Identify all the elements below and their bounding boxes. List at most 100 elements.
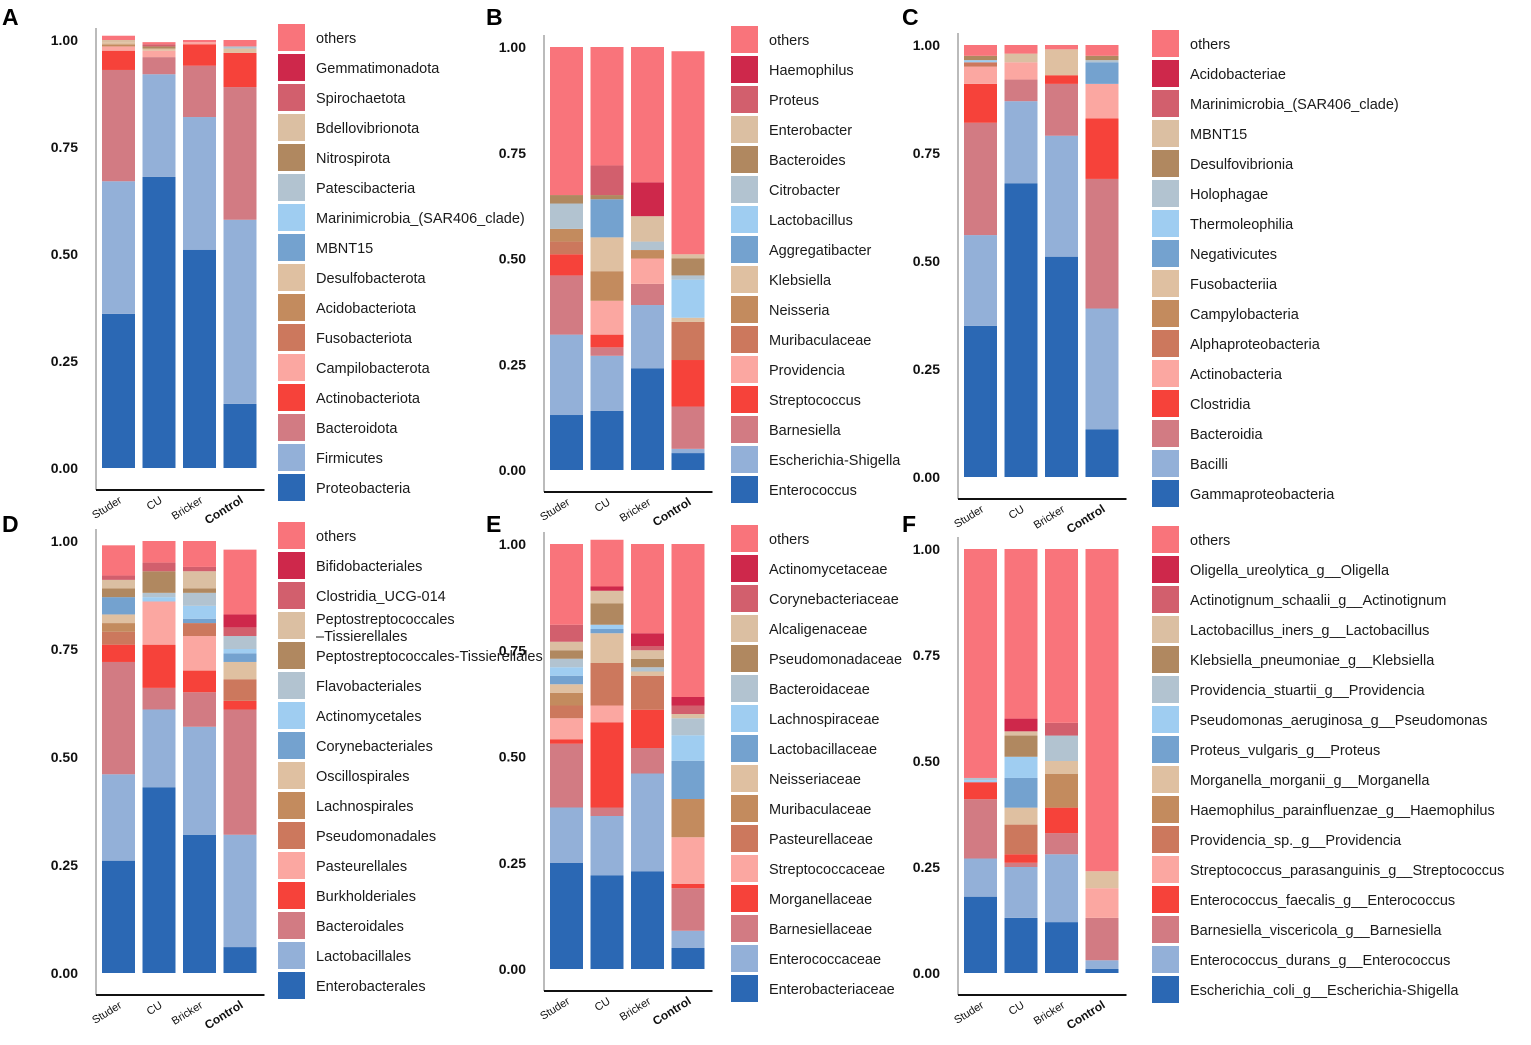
legend-item-neisseria[interactable]: Neisseria bbox=[731, 296, 830, 323]
bar-segment-holophagae[interactable]: Holophagae (Control): 0.005 bbox=[1085, 60, 1119, 63]
bar-segment-enterococcus-faecalis-g-enterococcus[interactable]: Enterococcus_faecalis_g__Enterococcus (S… bbox=[964, 782, 997, 800]
bar-segment-firmicutes[interactable]: Firmicutes (CU): 0.24 bbox=[142, 74, 176, 177]
legend-item-lactobacillus[interactable]: Lactobacillus bbox=[731, 206, 853, 233]
legend-item-bdellovibrionota[interactable]: Bdellovibrionota bbox=[278, 114, 420, 141]
legend-item-lachnospirales[interactable]: Lachnospirales bbox=[278, 792, 414, 819]
bar-segment-bacteroides[interactable]: Bacteroides (Studer): 0.02 bbox=[550, 195, 583, 204]
legend-item-morganella-morganii-g-morganella[interactable]: Morganella_morganii_g__Morganella bbox=[1152, 766, 1430, 793]
legend-item-barnesiellaceae[interactable]: Barnesiellaceae bbox=[731, 915, 872, 942]
bar-stack-control[interactable]: Enterobacteriaceae (Control): 0.05Entero… bbox=[671, 544, 705, 969]
bar-segment-actinomycetales[interactable]: Actinomycetales (Control): 0.01 bbox=[223, 649, 257, 654]
bar-segment-proteus-vulgaris-g-proteus[interactable]: Proteus_vulgaris_g__Proteus (CU): 0.07 bbox=[1004, 777, 1038, 808]
legend-item-streptococcaceae[interactable]: Streptococcaceae bbox=[731, 855, 885, 882]
bar-segment-proteus[interactable]: Proteus (CU): 0.07 bbox=[590, 165, 624, 196]
bar-stack-control[interactable]: Enterobacterales (Control): 0.06Lactobac… bbox=[223, 549, 257, 973]
bar-segment-escherichia-shigella[interactable]: Escherichia-Shigella (Bricker): 0.15 bbox=[631, 305, 664, 369]
bar-segment-aggregatibacter[interactable]: Aggregatibacter (CU): 0.09 bbox=[590, 199, 624, 238]
legend-item-gammaproteobacteria[interactable]: Gammaproteobacteria bbox=[1152, 480, 1335, 507]
bar-segment-burkholderiales[interactable]: Burkholderiales (Studer): 0.04 bbox=[102, 644, 135, 662]
bar-stack-bricker[interactable]: Escherichia_coli_g__Escherichia-Shigella… bbox=[1045, 549, 1078, 973]
bar-segment-bacteroidota[interactable]: Bacteroidota (Studer): 0.26 bbox=[102, 69, 135, 182]
bar-segment-enterobacterales[interactable]: Enterobacterales (Control): 0.06 bbox=[223, 947, 257, 973]
bar-segment-peptostreptococcales-tissierellales[interactable]: Peptostreptococcales-Tissierellales (CU)… bbox=[142, 571, 176, 593]
bar-stack-control[interactable]: Gammaproteobacteria (Control): 0.11Bacil… bbox=[1085, 45, 1119, 477]
legend-item-enterobacterales[interactable]: Enterobacterales bbox=[278, 972, 426, 999]
bar-segment-others[interactable]: others (CU): 0.02 bbox=[1004, 45, 1038, 54]
bar-segment-pseudomonas-aeruginosa-g-pseudomonas[interactable]: Pseudomonas_aeruginosa_g__Pseudomonas (S… bbox=[964, 780, 997, 783]
legend-item-muribaculaceae[interactable]: Muribaculaceae bbox=[731, 326, 871, 353]
bar-stack-bricker[interactable]: Enterobacteriaceae (Bricker): 0.23Entero… bbox=[631, 544, 664, 969]
legend-item-providencia-stuartii-g-providencia[interactable]: Providencia_stuartii_g__Providencia bbox=[1152, 676, 1425, 703]
bar-segment-citrobacter[interactable]: Citrobacter (Control): 0.01 bbox=[671, 275, 705, 280]
bar-segment-pseudomonadaceae[interactable]: Pseudomonadaceae (Studer): 0.02 bbox=[550, 650, 583, 659]
legend-item-escherichia-coli-g-escherichia-shigella[interactable]: Escherichia_coli_g__Escherichia-Shigella bbox=[1152, 976, 1459, 1003]
bar-segment-others[interactable]: others (CU): 0.4 bbox=[1004, 549, 1038, 719]
legend-item-lactobacillales[interactable]: Lactobacillales bbox=[278, 942, 411, 969]
bar-segment-bifidobacteriales[interactable]: Bifidobacteriales (Control): 0.03 bbox=[223, 614, 257, 628]
bar-segment-campilobacterota[interactable]: Campilobacterota (Bricker): 0.005 bbox=[183, 42, 216, 45]
bar-segment-others[interactable]: others (CU): 0.05 bbox=[142, 541, 176, 563]
bar-segment-bacilli[interactable]: Bacilli (Control): 0.28 bbox=[1085, 308, 1119, 430]
bar-stack-bricker[interactable]: Enterobacterales (Bricker): 0.32Lactobac… bbox=[183, 541, 216, 973]
legend-item-enterobacter[interactable]: Enterobacter bbox=[731, 116, 852, 143]
bar-segment-bacteroidales[interactable]: Bacteroidales (Control): 0.29 bbox=[223, 709, 257, 835]
bar-segment-burkholderiales[interactable]: Burkholderiales (CU): 0.1 bbox=[142, 644, 176, 688]
bar-segment-streptococcus-parasanguinis-g-streptococcus[interactable]: Streptococcus_parasanguinis_g__Streptoco… bbox=[1085, 888, 1119, 918]
bar-segment-lactobacillaceae[interactable]: Lactobacillaceae (CU): 0.01 bbox=[590, 629, 624, 634]
bar-segment-pasteurellaceae[interactable]: Pasteurellaceae (CU): 0.1 bbox=[590, 663, 624, 706]
legend-item-clostridia-ucg-014[interactable]: Clostridia_UCG-014 bbox=[278, 582, 446, 609]
legend-item-xanthomonadales[interactable]: Peptostreptococcales –Tissierellales bbox=[278, 612, 455, 645]
bar-segment-bacteroidia[interactable]: Bacteroidia (CU): 0.05 bbox=[1004, 79, 1038, 102]
bar-segment-clostridia-ucg-014[interactable]: Clostridia_UCG-014 (Control): 0.02 bbox=[223, 627, 257, 637]
bar-segment-escherichia-coli-g-escherichia-shigella[interactable]: Escherichia_coli_g__Escherichia-Shigella… bbox=[1045, 922, 1078, 973]
bar-segment-others[interactable]: others (Studer): 0.01 bbox=[102, 35, 135, 40]
bar-segment-others[interactable]: others (Control): 0.76 bbox=[1085, 549, 1119, 872]
bar-segment-lachnospiraceae[interactable]: Lachnospiraceae (Studer): 0.02 bbox=[550, 667, 583, 676]
bar-segment-enterobacteriaceae[interactable]: Enterobacteriaceae (CU): 0.22 bbox=[590, 875, 624, 970]
bar-stack-studer[interactable]: Proteobacteria (Studer): 0.36Firmicutes … bbox=[102, 35, 135, 468]
bar-segment-klebsiella-pneumoniae-g-klebsiella[interactable]: Klebsiella_pneumoniae_g__Klebsiella (CU)… bbox=[1004, 735, 1038, 757]
legend-item-proteus[interactable]: Proteus bbox=[731, 86, 819, 113]
legend-item-others[interactable]: others bbox=[1152, 30, 1230, 57]
legend-item-fusobacteriia[interactable]: Fusobacteriia bbox=[1152, 270, 1278, 297]
bar-segment-actinobacteriota[interactable]: Actinobacteriota (Bricker): 0.05 bbox=[183, 44, 216, 66]
bar-segment-neisseriaceae[interactable]: Neisseriaceae (Studer): 0.02 bbox=[550, 684, 583, 693]
legend-item-providencia-sp-g-providencia[interactable]: Providencia_sp._g__Providencia bbox=[1152, 826, 1402, 853]
bar-segment-alcaligenaceae[interactable]: Alcaligenaceae (CU): 0.03 bbox=[590, 590, 624, 604]
bar-segment-desulfobacterota[interactable]: Desulfobacterota (CU): 0.005 bbox=[142, 48, 176, 51]
bar-segment-gammaproteobacteria[interactable]: Gammaproteobacteria (Bricker): 0.51 bbox=[1045, 256, 1078, 477]
bar-segment-enterobacter[interactable]: Enterobacter (Bricker): 0.06 bbox=[631, 216, 664, 242]
bar-segment-bacteroides[interactable]: Bacteroides (Control): 0.04 bbox=[671, 258, 705, 276]
bar-segment-escherichia-coli-g-escherichia-shigella[interactable]: Escherichia_coli_g__Escherichia-Shigella… bbox=[964, 896, 997, 973]
legend-item-holophagae[interactable]: Holophagae bbox=[1152, 180, 1268, 207]
bar-segment-others[interactable]: others (Control): 0.015 bbox=[223, 40, 257, 47]
bar-stack-bricker[interactable]: Enterococcus (Bricker): 0.24Escherichia-… bbox=[631, 47, 664, 470]
bar-segment-pseudomonadales[interactable]: Pseudomonadales (Studer): 0.03 bbox=[102, 631, 135, 645]
bar-segment-enterococcus[interactable]: Enterococcus (Bricker): 0.24 bbox=[631, 368, 664, 470]
bar-segment-muribaculaceae[interactable]: Muribaculaceae (Studer): 0.03 bbox=[550, 692, 583, 706]
legend-item-bacteroides[interactable]: Bacteroides bbox=[731, 146, 846, 173]
bar-segment-proteobacteria[interactable]: Proteobacteria (CU): 0.68 bbox=[142, 176, 176, 468]
bar-segment-clostridia-ucg-014[interactable]: Clostridia_UCG-014 (CU): 0.02 bbox=[142, 562, 176, 572]
bar-segment-enterococcus-faecalis-g-enterococcus[interactable]: Enterococcus_faecalis_g__Enterococcus (B… bbox=[1045, 807, 1078, 834]
bar-segment-pasteurellales[interactable]: Pasteurellales (Bricker): 0.08 bbox=[183, 636, 216, 671]
legend-item-acidobacteriae[interactable]: Acidobacteriae bbox=[1152, 60, 1286, 87]
bar-stack-studer[interactable]: Escherichia_coli_g__Escherichia-Shigella… bbox=[964, 549, 997, 973]
bar-segment-neisseria[interactable]: Neisseria (Studer): 0.03 bbox=[550, 228, 583, 242]
legend-item-proteus-vulgaris-g-proteus[interactable]: Proteus_vulgaris_g__Proteus bbox=[1152, 736, 1380, 763]
bar-segment-morganellaceae[interactable]: Morganellaceae (Control): 0.01 bbox=[671, 884, 705, 889]
bar-segment-bacteroides[interactable]: Bacteroides (CU): 0.01 bbox=[590, 195, 624, 200]
bar-segment-bacteroidota[interactable]: Bacteroidota (Control): 0.31 bbox=[223, 87, 257, 220]
bar-segment-escherichia-shigella[interactable]: Escherichia-Shigella (Control): 0.01 bbox=[671, 448, 705, 454]
bar-segment-alcaligenaceae[interactable]: Alcaligenaceae (Studer): 0.02 bbox=[550, 641, 583, 651]
legend-item-others[interactable]: others bbox=[278, 522, 356, 549]
legend-item-campilobacterota[interactable]: Campilobacterota bbox=[278, 354, 431, 381]
bar-segment-clostridia-ucg-014[interactable]: Clostridia_UCG-014 (Bricker): 0.01 bbox=[183, 566, 216, 572]
bar-segment-enterococcus[interactable]: Enterococcus (Studer): 0.13 bbox=[550, 415, 583, 470]
bar-stack-cu[interactable]: Escherichia_coli_g__Escherichia-Shigella… bbox=[1004, 549, 1038, 973]
legend-item-others[interactable]: others bbox=[731, 26, 809, 53]
legend-item-oscillospirales[interactable]: Oscillospirales bbox=[278, 762, 409, 789]
bar-stack-cu[interactable]: Gammaproteobacteria (CU): 0.68Bacilli (C… bbox=[1004, 45, 1038, 478]
bar-segment-desulfovibrionia[interactable]: Desulfovibrionia (Control): 0.01 bbox=[1085, 55, 1119, 61]
bar-segment-pseudomonadales[interactable]: Pseudomonadales (Control): 0.05 bbox=[223, 679, 257, 701]
